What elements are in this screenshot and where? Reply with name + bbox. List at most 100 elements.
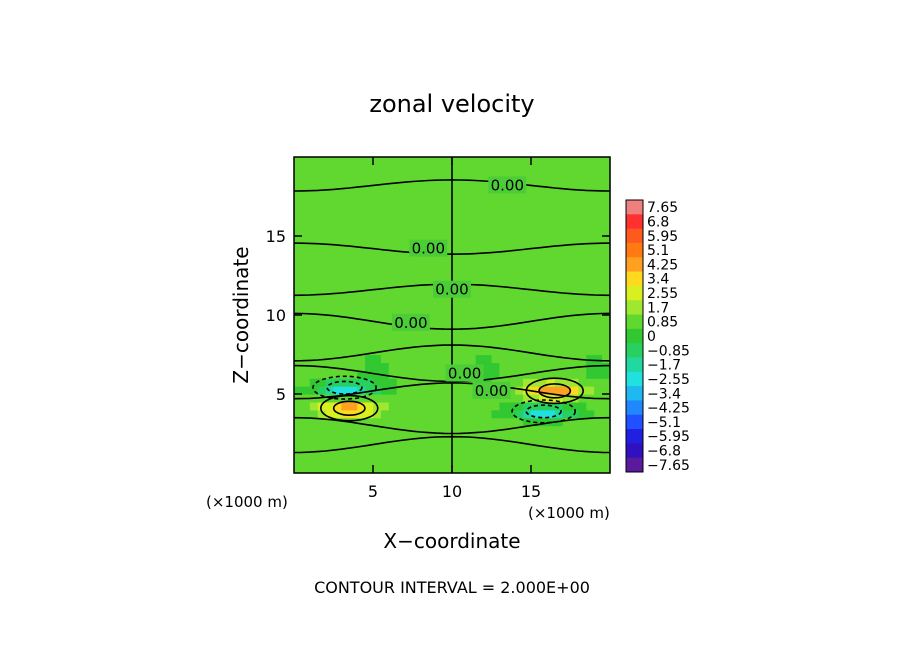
field-cell bbox=[365, 409, 374, 419]
field-cell bbox=[602, 378, 611, 387]
field-cell bbox=[562, 243, 572, 253]
field-cell bbox=[388, 433, 398, 442]
field-cell bbox=[396, 212, 406, 221]
field-cell bbox=[365, 449, 374, 458]
field-cell bbox=[428, 267, 437, 277]
field-cell bbox=[444, 425, 453, 435]
field-cell bbox=[602, 433, 611, 442]
field-cell bbox=[428, 394, 437, 403]
field-cell bbox=[404, 346, 414, 356]
field-cell bbox=[373, 354, 382, 363]
field-cell bbox=[475, 354, 485, 363]
field-cell bbox=[294, 330, 303, 340]
field-cell bbox=[538, 401, 548, 411]
field-cell bbox=[357, 330, 366, 340]
field-cell bbox=[357, 172, 366, 182]
field-cell bbox=[436, 362, 445, 371]
field-cell bbox=[594, 196, 603, 205]
field-cell bbox=[538, 370, 548, 379]
field-cell bbox=[586, 172, 595, 182]
field-cell bbox=[309, 370, 319, 379]
colorbar-swatch bbox=[626, 328, 643, 344]
field-cell bbox=[325, 465, 335, 474]
x-axis-label: X−coordinate bbox=[383, 529, 520, 553]
field-cell bbox=[317, 386, 327, 395]
field-cell bbox=[380, 180, 390, 190]
field-cell bbox=[546, 188, 556, 198]
field-cell bbox=[349, 346, 358, 356]
field-cell bbox=[523, 283, 532, 292]
field-cell bbox=[325, 386, 335, 395]
field-cell bbox=[491, 315, 500, 324]
field-cell bbox=[357, 433, 366, 442]
field-cell bbox=[483, 346, 493, 356]
field-cell bbox=[570, 243, 579, 253]
field-cell bbox=[412, 441, 421, 450]
field-cell bbox=[396, 409, 406, 419]
field-cell bbox=[491, 354, 500, 363]
field-cell bbox=[475, 401, 485, 411]
field-cell bbox=[420, 362, 429, 371]
field-cell bbox=[333, 283, 342, 292]
field-cell bbox=[294, 299, 303, 308]
contour-label: 0.00 bbox=[448, 364, 481, 382]
field-cell bbox=[570, 275, 579, 284]
field-cell bbox=[309, 157, 319, 166]
field-cell bbox=[483, 172, 493, 182]
field-cell bbox=[602, 338, 611, 348]
field-cell bbox=[602, 465, 611, 474]
field-cell bbox=[483, 370, 493, 379]
field-cell bbox=[404, 441, 414, 450]
field-cell bbox=[491, 441, 500, 450]
field-cell bbox=[317, 378, 327, 387]
field-cell bbox=[380, 172, 390, 182]
field-cell bbox=[325, 220, 335, 229]
colorbar-level-label: 0 bbox=[647, 329, 656, 345]
field-cell bbox=[570, 386, 579, 395]
field-cell bbox=[388, 307, 398, 316]
field-cell bbox=[365, 330, 374, 340]
field-cell bbox=[373, 457, 382, 466]
field-cell bbox=[349, 441, 358, 450]
field-cell bbox=[388, 425, 398, 435]
field-cell bbox=[523, 196, 532, 205]
field-cell bbox=[404, 330, 414, 340]
field-cell bbox=[317, 330, 327, 340]
field-cell bbox=[467, 378, 477, 387]
field-cell bbox=[475, 457, 485, 466]
field-cell bbox=[349, 275, 358, 284]
field-cell bbox=[531, 180, 540, 190]
field-cell bbox=[538, 228, 548, 237]
field-cell bbox=[515, 315, 524, 324]
field-cell bbox=[428, 291, 437, 300]
field-cell bbox=[388, 291, 398, 300]
field-cell bbox=[467, 164, 477, 174]
field-cell bbox=[546, 362, 556, 371]
field-cell bbox=[317, 220, 327, 229]
field-cell bbox=[602, 457, 611, 466]
field-cell bbox=[538, 212, 548, 221]
field-cell bbox=[523, 338, 532, 348]
field-cell bbox=[538, 267, 548, 277]
field-cell bbox=[602, 362, 611, 371]
field-cell bbox=[554, 338, 564, 348]
field-cell bbox=[475, 275, 485, 284]
field-cell bbox=[459, 196, 469, 205]
field-cell bbox=[578, 457, 587, 466]
field-cell bbox=[499, 164, 508, 174]
field-cell bbox=[523, 315, 532, 324]
field-cell bbox=[294, 354, 303, 363]
field-cell bbox=[380, 409, 390, 419]
field-cell bbox=[333, 465, 342, 474]
field-cell bbox=[594, 401, 603, 411]
field-cell bbox=[294, 425, 303, 435]
field-cell bbox=[325, 180, 335, 190]
field-cell bbox=[388, 164, 398, 174]
field-cell bbox=[546, 299, 556, 308]
field-cell bbox=[578, 449, 587, 458]
field-cell bbox=[444, 457, 453, 466]
contour-label-bg bbox=[445, 364, 484, 382]
field-cell bbox=[452, 401, 461, 411]
field-cell bbox=[333, 220, 342, 229]
field-cell bbox=[294, 401, 303, 411]
